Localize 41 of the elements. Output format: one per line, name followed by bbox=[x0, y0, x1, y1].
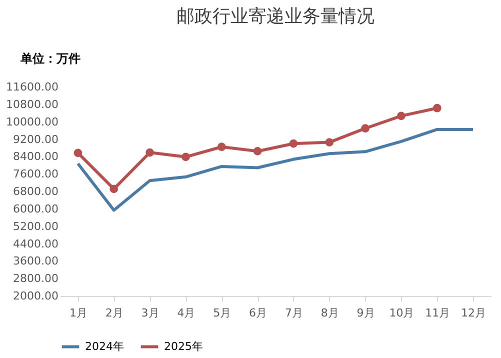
y-tick-label: 9200.00 bbox=[13, 132, 58, 146]
y-tick-label: 2000.00 bbox=[13, 290, 58, 302]
point bbox=[397, 112, 406, 120]
point bbox=[361, 124, 370, 133]
point bbox=[253, 147, 262, 156]
y-tick-label: 10000.00 bbox=[6, 115, 58, 128]
y-tick-label: 7600.00 bbox=[13, 168, 58, 181]
x-tick-label: 9月 bbox=[356, 306, 375, 320]
y-axis-title: 单位：万件 bbox=[20, 52, 80, 66]
y-tick-label: 2800.00 bbox=[13, 272, 58, 286]
y-tick-label: 6800.00 bbox=[13, 185, 58, 198]
y-tick-label: 4400.00 bbox=[13, 237, 58, 250]
x-tick-label: 7月 bbox=[284, 306, 303, 320]
x-tick-label: 10月 bbox=[389, 306, 414, 320]
point bbox=[146, 148, 154, 157]
x-tick-label: 6月 bbox=[249, 306, 268, 320]
y-tick-label: 3600.00 bbox=[13, 254, 58, 268]
point bbox=[182, 152, 190, 162]
legend-label: 2025年 bbox=[164, 340, 203, 353]
point bbox=[217, 142, 226, 152]
x-tick-label: 5月 bbox=[213, 306, 232, 320]
x-tick-label: 11月 bbox=[425, 306, 450, 320]
x-tick-label: 8月 bbox=[320, 306, 339, 320]
y-tick-label: 8400.00 bbox=[13, 150, 58, 164]
x-tick-label: 3月 bbox=[141, 306, 160, 320]
y-tick-label: 5200.00 bbox=[13, 220, 58, 233]
line-series bbox=[76, 128, 475, 212]
chart-title: 邮政行业寄递业务量情况 bbox=[176, 6, 374, 27]
x-tick-label: 12月 bbox=[461, 306, 486, 320]
x-tick-label: 1月 bbox=[69, 306, 88, 320]
y-tick-label: 10800.00 bbox=[6, 98, 58, 111]
point bbox=[325, 138, 334, 146]
point bbox=[289, 139, 298, 148]
x-tick-label: 2月 bbox=[105, 306, 124, 320]
x-tick-label: 4月 bbox=[177, 306, 196, 320]
point bbox=[432, 104, 442, 112]
point bbox=[74, 148, 82, 158]
legend-label: 2024年 bbox=[85, 340, 124, 353]
y-tick-label: 6000.00 bbox=[13, 202, 58, 216]
point bbox=[110, 184, 118, 194]
y-tick-label: 11600.00 bbox=[6, 80, 58, 94]
